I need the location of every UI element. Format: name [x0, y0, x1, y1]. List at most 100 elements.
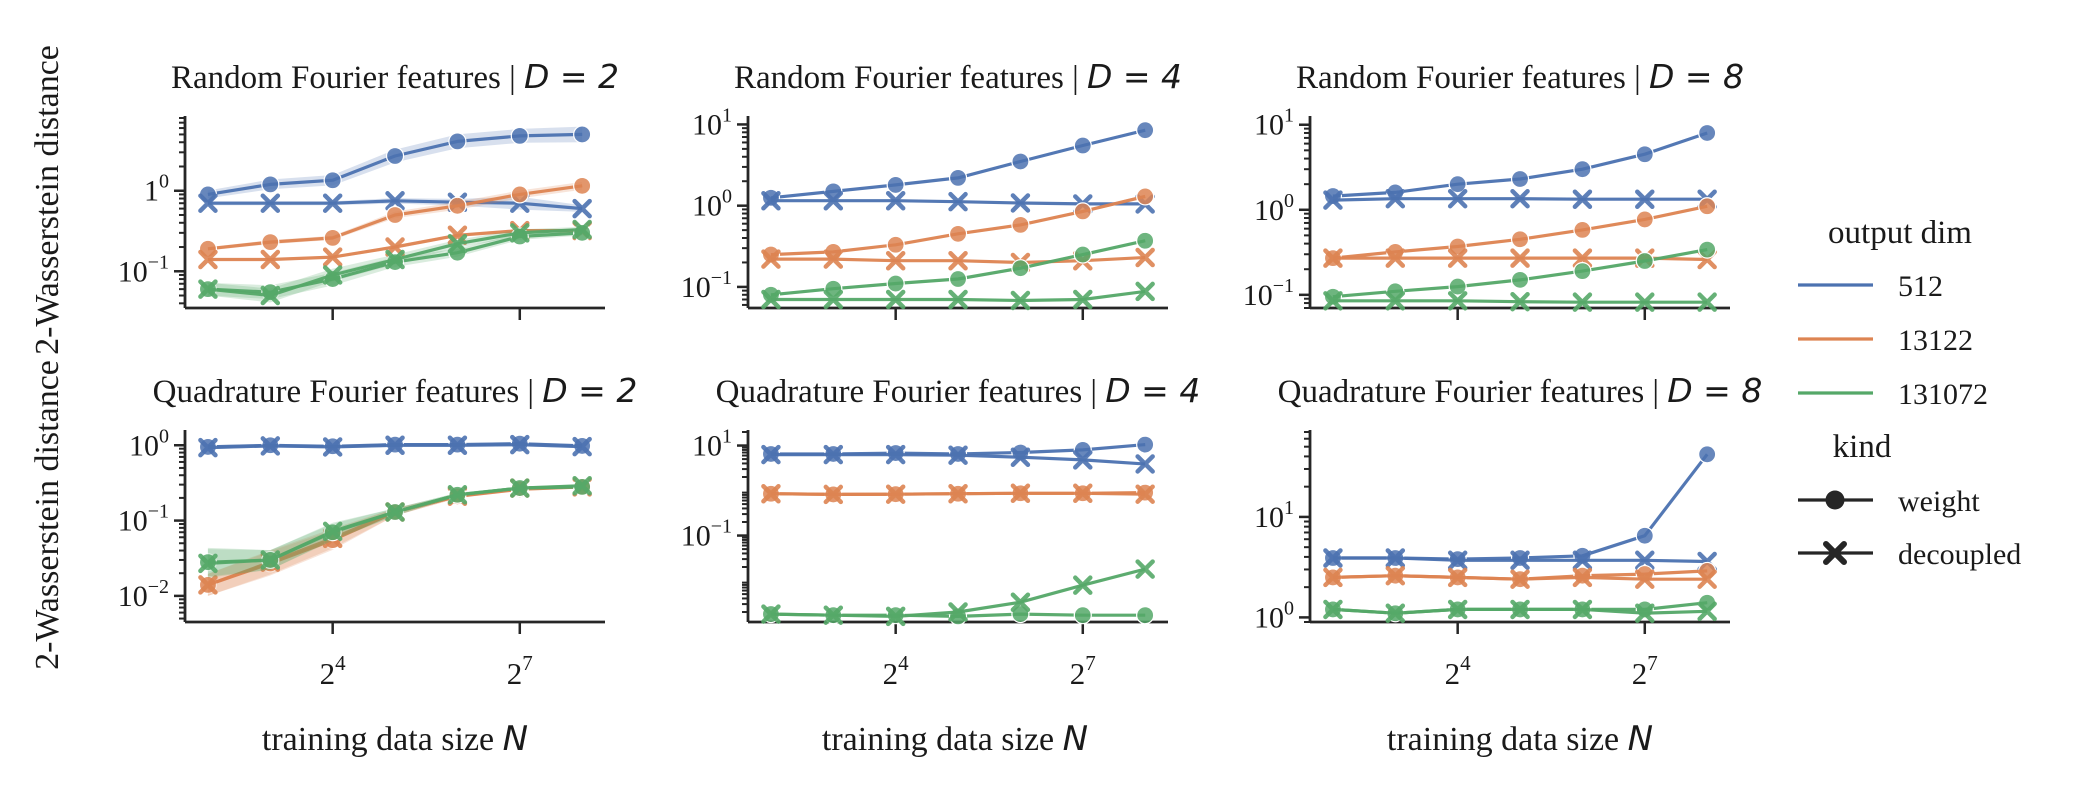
y-tick-label: 100: [692, 186, 732, 223]
data-point-decoupled: [1010, 483, 1031, 504]
x-axis-label-col-3: training data size N: [1387, 719, 1653, 759]
series-13122-weight-band: [207, 485, 583, 596]
data-point-decoupled: [885, 444, 906, 465]
data-point-weight: [323, 228, 342, 247]
data-point-weight: [510, 126, 529, 145]
x-axis-label-col-1: training data size N: [262, 719, 528, 759]
data-point-decoupled: [1510, 291, 1530, 312]
data-point-decoupled: [510, 434, 530, 455]
data-point-weight: [1698, 240, 1717, 259]
x-tick-label: 27: [1070, 651, 1096, 691]
data-point-weight: [261, 233, 280, 252]
data-point-decoupled: [1010, 290, 1031, 311]
data-point-decoupled: [1572, 550, 1593, 571]
data-point-decoupled: [1010, 193, 1031, 213]
y-tick-label: 10−1: [118, 251, 169, 288]
y-tick-label: 10: [144, 171, 169, 208]
series-512-weight-band: [1332, 453, 1708, 561]
data-point-weight: [1073, 606, 1092, 625]
x-tick-label: 24: [1445, 651, 1472, 691]
data-point-decoupled: [198, 437, 218, 458]
legend-label-13122: 13122: [1898, 324, 1973, 357]
data-point-decoupled: [1385, 291, 1406, 311]
data-point-decoupled: [1447, 567, 1468, 588]
data-point-decoupled: [823, 249, 844, 269]
data-point-decoupled: [1073, 450, 1093, 470]
y-tick-label: 101: [692, 426, 732, 463]
data-point-weight: [448, 196, 467, 215]
data-point-decoupled: [1323, 567, 1343, 588]
data-point-weight: [1136, 231, 1155, 250]
y-tick-label: 101: [1254, 105, 1294, 142]
data-point-decoupled: [322, 247, 343, 267]
x-tick-label: 24: [320, 651, 347, 691]
data-point-decoupled: [1572, 189, 1593, 209]
y-axis-label-bottom-row: 2-Wasserstein distance: [29, 360, 66, 670]
data-point-decoupled: [1385, 548, 1406, 568]
data-point-decoupled: [823, 190, 844, 211]
data-point-decoupled: [1697, 292, 1717, 312]
legend-marker-weight: [1825, 490, 1845, 510]
data-point-decoupled: [1697, 569, 1717, 589]
data-point-decoupled: [1323, 599, 1343, 620]
data-point-decoupled: [572, 198, 592, 219]
legend-label-512: 512: [1898, 270, 1943, 303]
data-point-weight: [1635, 251, 1654, 271]
data-point-decoupled: [1635, 569, 1655, 589]
data-point-decoupled: [198, 279, 218, 299]
panel-1: Random Fourier features | D = 2 10 10−1: [118, 57, 619, 320]
data-point-decoupled: [447, 233, 468, 254]
data-point-decoupled: [761, 604, 781, 624]
data-point-weight: [1136, 187, 1155, 206]
data-point-weight: [1698, 123, 1717, 143]
data-point-decoupled: [1010, 447, 1031, 467]
series-131072-weight-band: [207, 485, 583, 577]
data-point-weight: [385, 205, 405, 225]
data-point-weight: [886, 175, 905, 195]
data-point-decoupled: [948, 602, 968, 622]
data-point-weight: [1698, 445, 1717, 464]
series-13122-decoupled-band: [207, 485, 583, 596]
panel-5: Quadrature Fourier features | D = 4 101 10…: [681, 371, 1201, 691]
data-point-weight: [948, 269, 968, 289]
data-point-decoupled: [1447, 291, 1468, 311]
panel-title: Quadrature Fourier features | D = 4: [716, 371, 1201, 410]
data-point-weight: [1510, 230, 1530, 249]
series-131072-decoupled-band: [207, 484, 583, 578]
data-point-decoupled: [1635, 603, 1655, 623]
legend-marker-decoupled: [1823, 541, 1847, 565]
data-point-decoupled: [510, 478, 530, 498]
data-point-weight: [1635, 526, 1654, 545]
data-point-decoupled: [1323, 548, 1343, 568]
series-512-weight-line: [1332, 453, 1709, 561]
data-point-decoupled: [198, 575, 218, 595]
data-point-weight: [1011, 215, 1030, 234]
data-point-decoupled: [948, 250, 968, 271]
data-point-weight: [1011, 604, 1030, 624]
data-point-decoupled: [1385, 248, 1406, 268]
data-point-weight: [1073, 136, 1092, 155]
y-tick-label: 10−1: [118, 501, 169, 538]
data-point-decoupled: [1385, 565, 1406, 586]
data-point-decoupled: [322, 437, 343, 457]
legend-label-weight: weight: [1898, 485, 1980, 518]
data-point-decoupled: [761, 483, 781, 504]
data-point-decoupled: [385, 502, 405, 522]
data-point-decoupled: [198, 193, 218, 213]
data-point-decoupled: [1510, 550, 1530, 571]
data-point-decoupled: [1447, 599, 1468, 620]
data-point-decoupled: [1572, 292, 1593, 312]
y-tick-label: 100: [129, 425, 169, 462]
data-point-decoupled: [1135, 484, 1155, 504]
data-point-decoupled: [885, 250, 906, 271]
data-point-decoupled: [948, 289, 968, 310]
data-point-decoupled: [948, 191, 968, 212]
data-point-decoupled: [1073, 289, 1093, 310]
data-point-decoupled: [260, 285, 281, 306]
legend-label-131072: 131072: [1898, 378, 1988, 411]
panel-title: Quadrature Fourier features | D = 8: [1278, 371, 1763, 410]
data-point-weight: [510, 185, 529, 204]
data-point-decoupled: [1510, 248, 1530, 268]
